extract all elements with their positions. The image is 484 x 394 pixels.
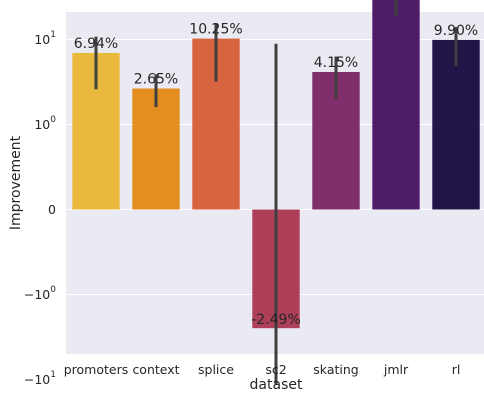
bars	[72, 0, 480, 329]
x-tick-label: skating	[313, 362, 358, 377]
data-labels: 6.94%2.65%10.25%-2.49%4.15%36.18%9.90%	[74, 22, 478, 329]
y-tick-label: −100	[24, 285, 56, 302]
bar-rl	[432, 39, 480, 210]
y-axis-label: Improvement	[8, 135, 24, 230]
x-tick-label: sc2	[265, 362, 286, 377]
bar-context	[132, 88, 180, 210]
data-label-sc2: -2.49%	[251, 312, 301, 328]
data-label-context: 2.65%	[134, 72, 178, 88]
error-bars	[94, 0, 458, 385]
x-tick-label: context	[132, 362, 179, 377]
bar-jmlr	[372, 0, 420, 210]
data-label-promoters: 6.94%	[74, 36, 118, 52]
y-tick-label: 101	[34, 30, 56, 47]
y-tick-label: −101	[24, 370, 56, 387]
y-tick-label: 0	[48, 202, 56, 217]
x-tick-labels: promoters context splice sc2 skating jmlr rl	[64, 362, 461, 377]
x-tick-label: jmlr	[383, 362, 409, 377]
x-tick-label: rl	[452, 362, 461, 377]
x-tick-label: splice	[198, 362, 234, 377]
x-axis-label: dataset	[250, 377, 303, 393]
x-tick-label: promoters	[64, 362, 129, 377]
data-label-rl: 9.90%	[434, 23, 478, 39]
y-tick-label: 100	[34, 115, 56, 132]
data-label-splice: 10.25%	[189, 22, 242, 38]
data-label-skating: 4.15%	[314, 55, 358, 71]
y-tick-labels: 1021011000−100−101	[24, 30, 56, 387]
